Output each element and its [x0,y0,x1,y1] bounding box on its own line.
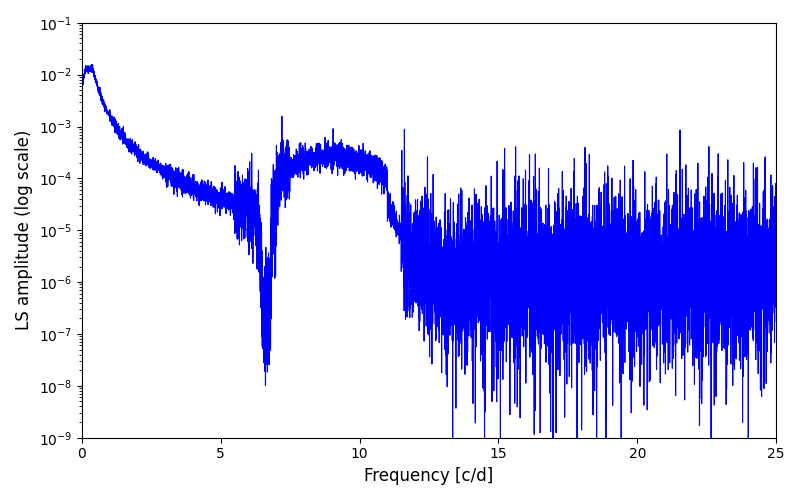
X-axis label: Frequency [c/d]: Frequency [c/d] [364,467,494,485]
Y-axis label: LS amplitude (log scale): LS amplitude (log scale) [15,130,33,330]
